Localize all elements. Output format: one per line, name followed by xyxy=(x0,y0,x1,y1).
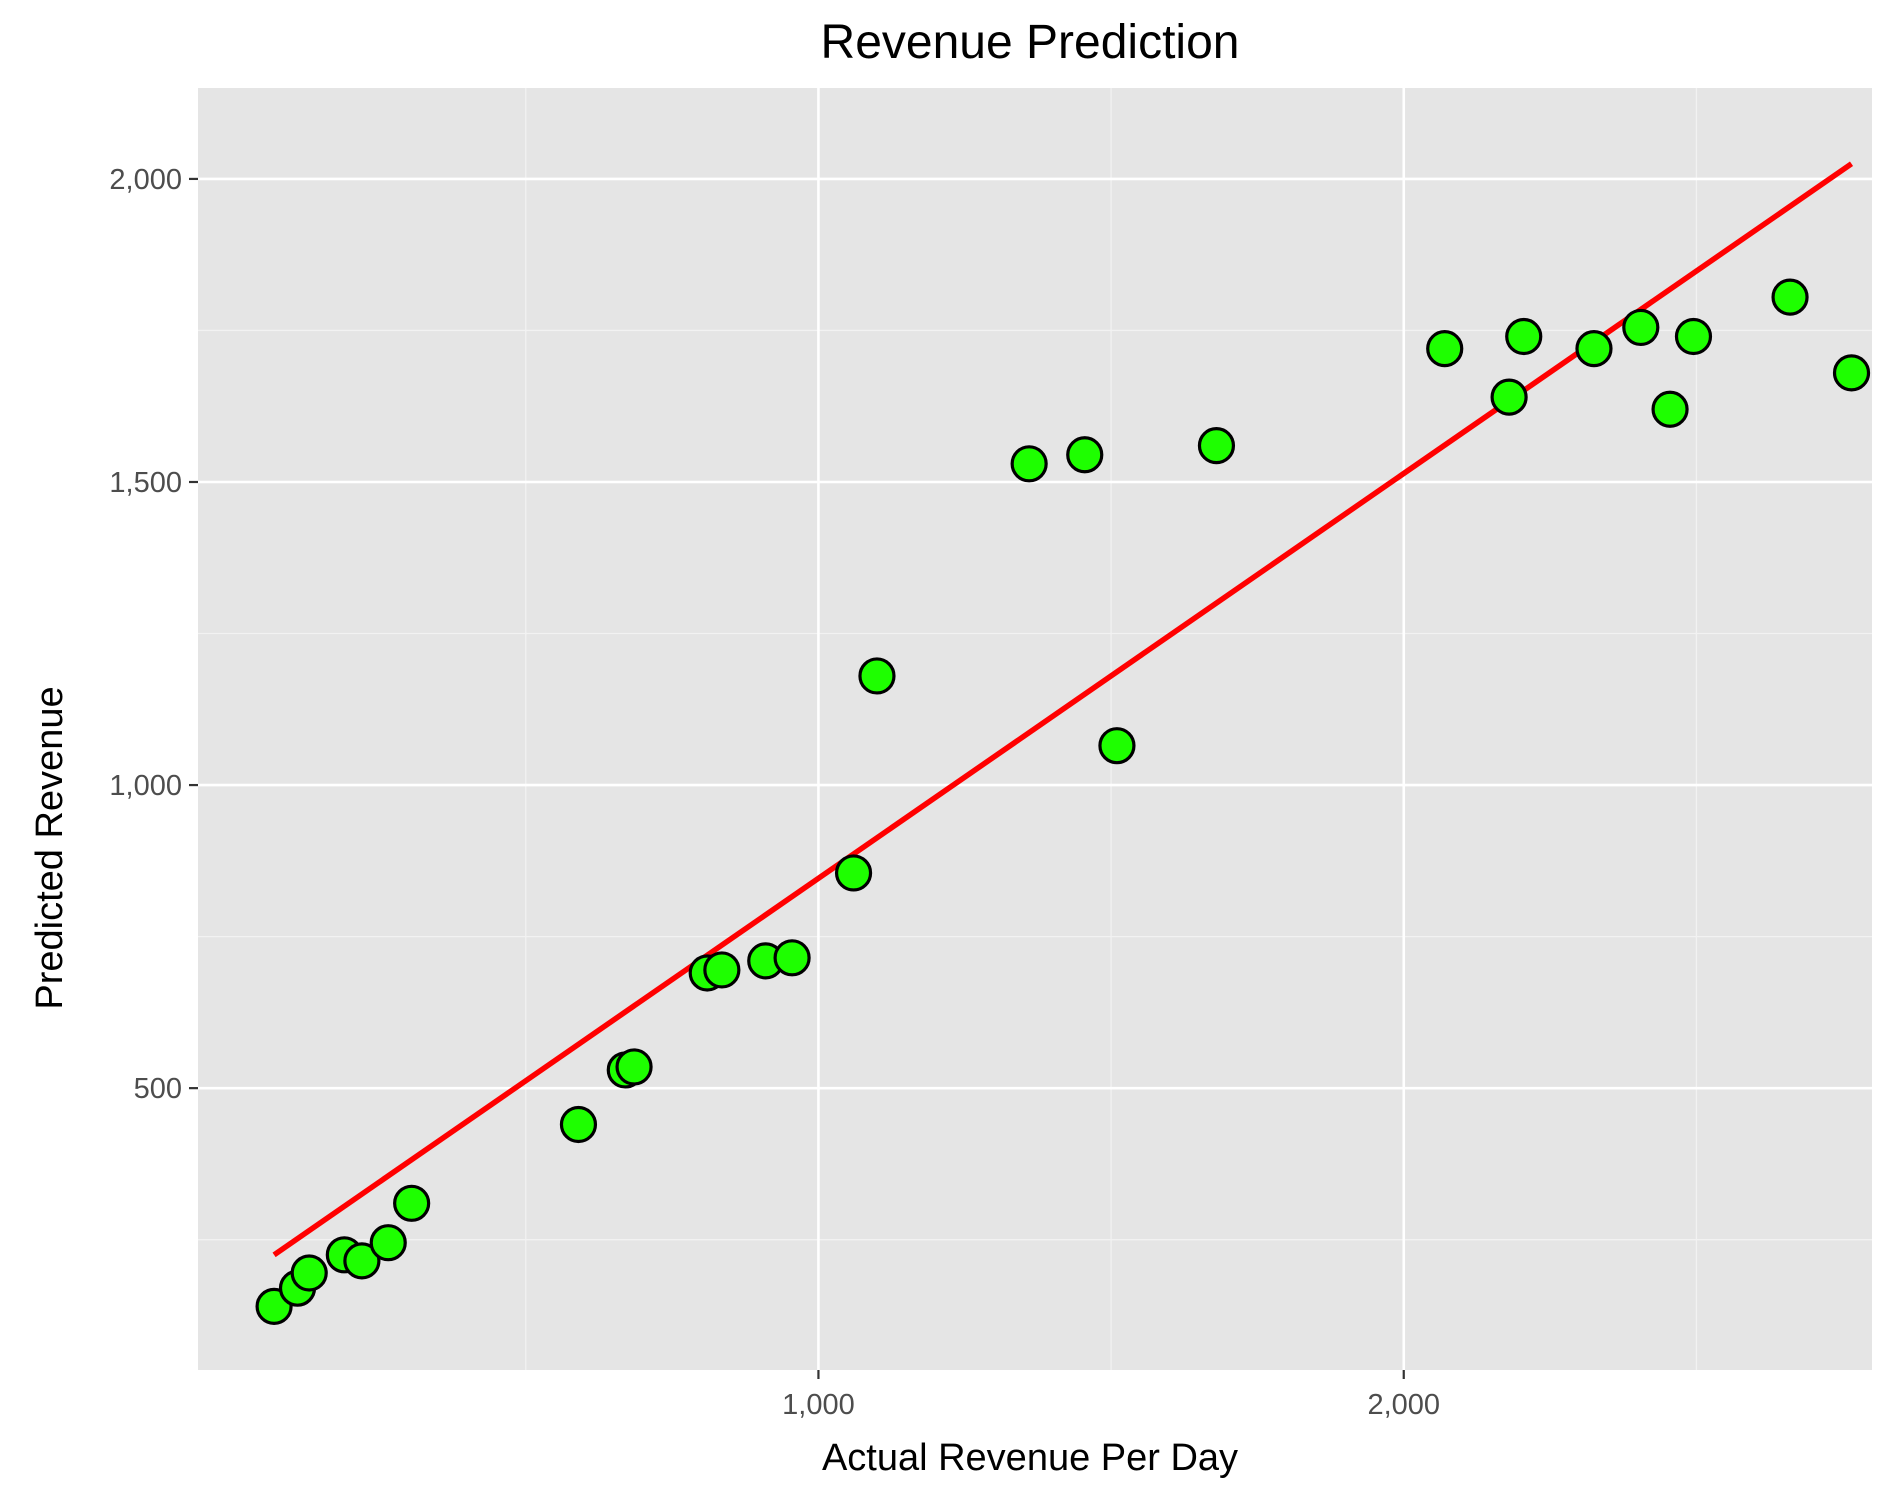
data-point xyxy=(1651,390,1689,428)
data-point xyxy=(1832,354,1871,392)
data-point xyxy=(834,854,873,892)
y-tick-label: 1,000 xyxy=(109,770,182,802)
y-tick-label: 1,500 xyxy=(109,467,182,499)
data-point xyxy=(1426,330,1464,368)
data-point xyxy=(559,1105,598,1144)
x-tick-label: 1,000 xyxy=(782,1389,855,1421)
x-axis-title: Actual Revenue Per Day xyxy=(822,1437,1238,1479)
data-point xyxy=(1197,427,1236,465)
data-point xyxy=(615,1048,653,1086)
data-point xyxy=(1098,727,1136,765)
data-point xyxy=(1622,308,1660,347)
data-point xyxy=(1505,317,1543,356)
data-point xyxy=(1575,330,1613,368)
x-axis: 1,000 2,000 xyxy=(782,1370,1440,1421)
data-point xyxy=(369,1224,407,1262)
data-point xyxy=(1490,378,1528,416)
data-points xyxy=(255,278,1871,1325)
y-axis: 500 1,000 1,500 2,000 xyxy=(109,164,198,1105)
x-tick-label: 2,000 xyxy=(1367,1389,1440,1421)
y-tick-label: 500 xyxy=(134,1073,182,1105)
data-point xyxy=(773,939,811,977)
data-point xyxy=(393,1184,431,1222)
data-point xyxy=(1771,278,1809,316)
data-point xyxy=(703,951,741,989)
data-point xyxy=(858,657,896,695)
data-point xyxy=(343,1242,381,1280)
data-point xyxy=(1066,436,1104,474)
chart-title: Revenue Prediction xyxy=(821,16,1240,69)
y-tick-label: 2,000 xyxy=(109,164,182,196)
data-point xyxy=(1674,317,1713,356)
data-point xyxy=(1010,445,1048,483)
y-axis-title: Predicted Revenue xyxy=(29,686,71,1009)
data-point xyxy=(290,1254,328,1292)
major-gridlines xyxy=(198,88,1872,1370)
